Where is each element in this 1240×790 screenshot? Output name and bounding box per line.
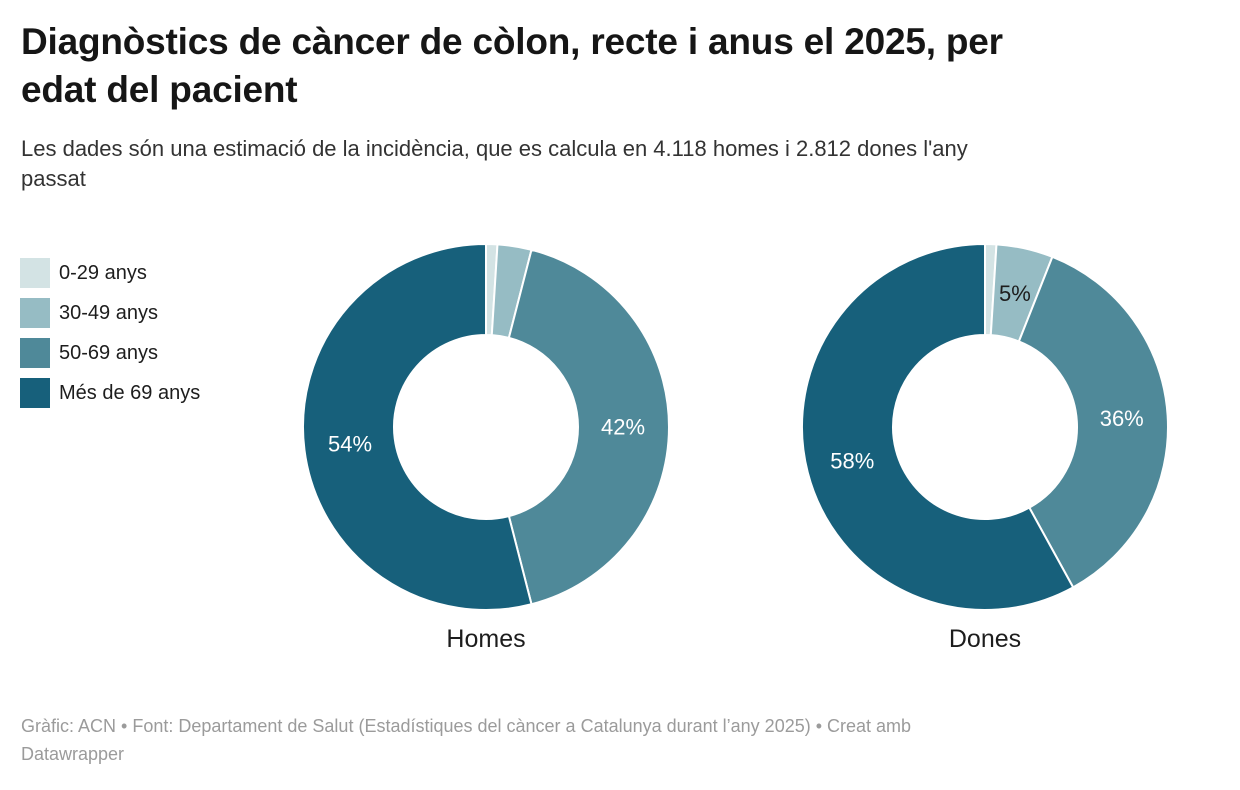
legend: 0-29 anys 30-49 anys 50-69 anys Més de 6… — [20, 258, 200, 418]
legend-swatch-50-69 — [20, 338, 50, 368]
attribution-footer: Gràfic: ACN • Font: Departament de Salut… — [21, 712, 1181, 768]
donut-slice-dones-més-de-69-anys[interactable] — [801, 243, 1075, 611]
chart-subtitle-line-1: Les dades són una estimació de la incidè… — [21, 136, 968, 161]
slice-label-dones-50-69-anys: 36% — [1100, 406, 1144, 431]
donut-caption-dones: Dones — [948, 625, 1022, 653]
slice-label-homes-més-de-69-anys: 54% — [328, 432, 372, 457]
chart-subtitle-line-2: passat — [21, 166, 86, 191]
chart-title-line-1: Diagnòstics de càncer de còlon, recte i … — [21, 21, 1003, 62]
legend-swatch-30-49 — [20, 298, 50, 328]
donut-slice-homes-50-69-anys[interactable] — [507, 248, 670, 606]
donut-slice-dones-50-69-anys[interactable] — [1017, 255, 1169, 589]
attribution-line-2: Datawrapper — [21, 744, 125, 764]
donut-dones-svg: 5% 36% 58% — [801, 243, 1169, 611]
legend-item-30-49: 30-49 anys — [20, 298, 200, 328]
legend-label-30-49: 30-49 anys — [59, 301, 158, 324]
donut-slice-homes-més-de-69-anys[interactable] — [302, 243, 533, 611]
donut-homes: 42% 54% Homes — [301, 242, 671, 654]
chart-subtitle: Les dades són una estimació de la incidè… — [21, 134, 1181, 194]
legend-item-0-29: 0-29 anys — [20, 258, 200, 288]
legend-item-50-69: 50-69 anys — [20, 338, 200, 368]
chart-title-line-2: edat del pacient — [21, 69, 298, 110]
chart-title: Diagnòstics de càncer de còlon, recte i … — [21, 18, 1181, 114]
attribution-line-1: Gràfic: ACN • Font: Departament de Salut… — [21, 716, 912, 736]
legend-label-50-69: 50-69 anys — [59, 341, 158, 364]
legend-swatch-mes-de-69 — [20, 378, 50, 408]
slice-label-dones-més-de-69-anys: 58% — [830, 449, 874, 474]
legend-label-0-29: 0-29 anys — [59, 261, 147, 284]
slice-label-dones-30-49-anys: 5% — [999, 281, 1031, 306]
donut-dones: 5% 36% 58% Dones — [800, 242, 1170, 654]
legend-label-mes-de-69: Més de 69 anys — [59, 381, 201, 404]
donut-caption-homes: Homes — [446, 625, 526, 653]
donut-homes-svg: 42% 54% — [302, 243, 670, 611]
legend-swatch-0-29 — [20, 258, 50, 288]
slice-label-homes-50-69-anys: 42% — [601, 415, 645, 440]
legend-item-mes-de-69: Més de 69 anys — [20, 378, 200, 408]
